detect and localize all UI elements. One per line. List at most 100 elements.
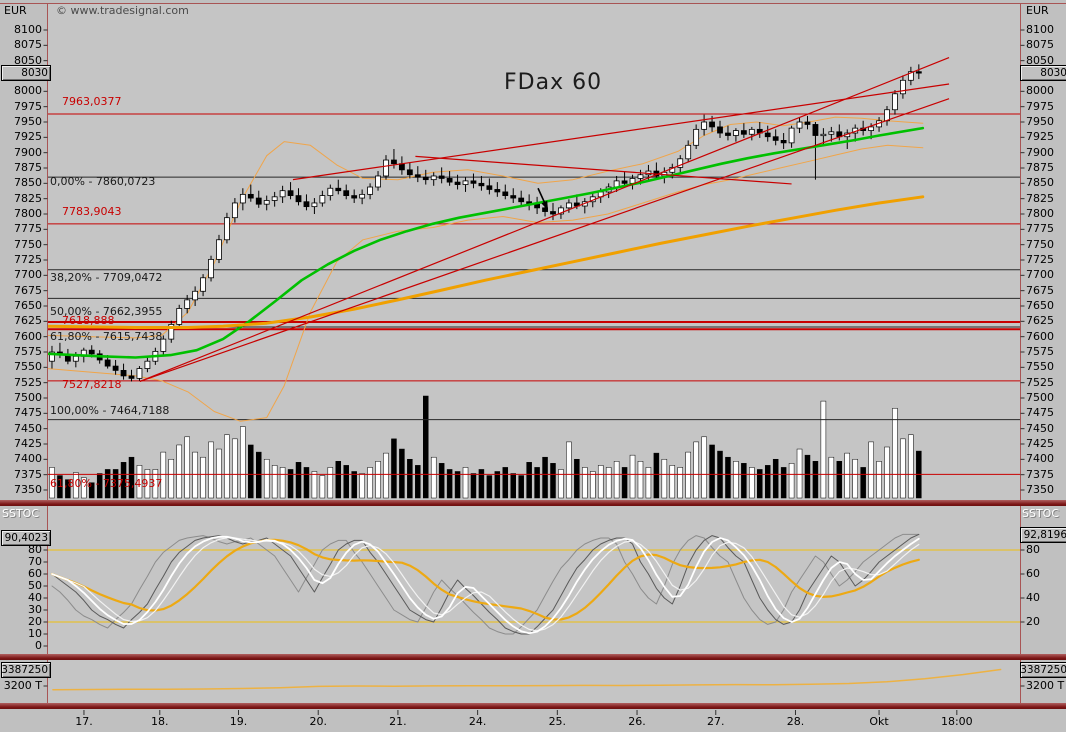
fib-level-label: 100,00% - 7464,7188 bbox=[50, 403, 170, 417]
price-axis-label-left: 7725 bbox=[14, 253, 42, 266]
price-axis-label-right: 7700 bbox=[1026, 268, 1054, 282]
panel-separator-sstoc-bottom[interactable] bbox=[0, 654, 1066, 660]
current-price-box-right: 8030 bbox=[1020, 65, 1066, 81]
price-axis-label-left: 7775 bbox=[14, 222, 42, 236]
price-axis-label-right: 8050 bbox=[1026, 53, 1054, 67]
volume-total-box-right: 3387250 bbox=[1020, 662, 1066, 678]
price-axis-label-right: 7625 bbox=[1026, 314, 1054, 328]
sstoc-axis-label-right: 40 bbox=[1026, 591, 1040, 604]
price-axis-label-right: 7400 bbox=[1026, 452, 1054, 466]
time-axis-label: 25. bbox=[548, 715, 567, 728]
price-level-label: 7783,9043 bbox=[62, 204, 122, 218]
price-axis-label-left: 7900 bbox=[14, 145, 42, 159]
price-plot-bg bbox=[48, 4, 1020, 500]
price-axis-label-left: 7525 bbox=[14, 375, 42, 389]
price-axis-label-right: 7575 bbox=[1026, 345, 1054, 358]
price-axis-label-left: 7600 bbox=[14, 329, 42, 343]
price-axis-label-left: 7575 bbox=[14, 345, 42, 358]
volume-scale-label-right: 3200 T bbox=[1026, 679, 1065, 692]
fib-level-label: 61,80% - 7375,4937 bbox=[50, 477, 163, 491]
time-axis-label: 27. bbox=[707, 715, 725, 728]
sstoc-axis-label-left: 50 bbox=[28, 579, 42, 592]
price-axis-label-left: 7400 bbox=[14, 452, 42, 466]
price-axis-label-right: 8000 bbox=[1026, 84, 1054, 98]
price-axis-label-right: 7350 bbox=[1026, 483, 1054, 496]
time-axis-label: 28. bbox=[786, 715, 805, 728]
sstoc-axis-label-left: 20 bbox=[28, 615, 42, 628]
price-axis-label-right: 7375 bbox=[1026, 467, 1054, 481]
price-axis-label-left: 7850 bbox=[14, 176, 42, 190]
price-axis-label-right: 8100 bbox=[1026, 23, 1054, 36]
time-axis-label: 20. bbox=[309, 715, 327, 728]
fib-level-label: 61,80% - 7615,7438 bbox=[50, 330, 163, 343]
sstoc-axis-label-left: 70 bbox=[28, 555, 42, 568]
time-axis-label: 17. bbox=[75, 715, 93, 728]
bottom-plot-bg bbox=[48, 660, 1020, 703]
price-axis-label-left: 7500 bbox=[14, 391, 42, 404]
price-level-label: 7963,0377 bbox=[62, 95, 122, 108]
price-axis-label-left: 8000 bbox=[14, 84, 42, 98]
fib-level-label: 50,00% - 7662,3955 bbox=[50, 305, 163, 319]
price-axis-label-right: 7975 bbox=[1026, 99, 1054, 113]
price-axis-label-right: 7450 bbox=[1026, 421, 1054, 435]
price-axis-label-right: 7425 bbox=[1026, 437, 1054, 450]
panel-separator-price-sstoc[interactable] bbox=[0, 500, 1066, 506]
price-axis-label-right: 7525 bbox=[1026, 375, 1054, 389]
price-axis-label-left: 7450 bbox=[14, 421, 42, 435]
price-axis-label-left: 7925 bbox=[14, 130, 42, 144]
price-axis-label-left: 7475 bbox=[14, 406, 42, 420]
price-axis-label-right: 7850 bbox=[1026, 176, 1054, 190]
price-axis-label-left: 7975 bbox=[14, 99, 42, 113]
time-axis-label: 18. bbox=[151, 715, 169, 728]
volume-scale-label-left: 3200 T bbox=[3, 679, 42, 692]
sstoc-caption-right: SSTOC bbox=[1022, 507, 1060, 520]
price-axis-label-right: 8075 bbox=[1026, 38, 1054, 52]
price-axis-label-right: 7925 bbox=[1026, 130, 1054, 144]
price-axis-label-right: 7650 bbox=[1026, 299, 1054, 312]
price-axis-label-left: 7800 bbox=[14, 207, 42, 220]
price-axis-label-left: 7750 bbox=[14, 237, 42, 251]
panel-separator-bottom-axis[interactable] bbox=[0, 703, 1066, 709]
price-axis-label-left: 7700 bbox=[14, 268, 42, 282]
sstoc-axis-label-left: 40 bbox=[28, 591, 42, 604]
bottom-panel-layer bbox=[52, 668, 1002, 691]
price-axis-label-left: 7350 bbox=[14, 483, 42, 496]
time-axis-label: Okt bbox=[869, 715, 889, 728]
sstoc-value-box-right: 92,8196 bbox=[1020, 527, 1066, 543]
copyright-notice: © www.tradesignal.com bbox=[56, 4, 189, 17]
price-axis-label-left: 7650 bbox=[14, 299, 42, 312]
price-axis-label-left: 7950 bbox=[14, 115, 42, 128]
price-axis-label-left: 7550 bbox=[14, 360, 42, 374]
price-axis-label-left: 7675 bbox=[14, 283, 42, 297]
price-axis-label-right: 7600 bbox=[1026, 329, 1054, 343]
price-axis-label-left: 8050 bbox=[14, 53, 42, 67]
time-axis-label: 19. bbox=[229, 715, 248, 728]
sstoc-value-box-left: 90,4023 bbox=[1, 530, 51, 546]
price-axis-label-left: 8075 bbox=[14, 38, 42, 52]
sstoc-panel-layer bbox=[48, 533, 1020, 635]
price-level-label: 7618,888 bbox=[62, 314, 115, 328]
sstoc-axis-label-left: 0 bbox=[35, 639, 42, 652]
sstoc-axis-label-left: 60 bbox=[28, 567, 42, 580]
price-axis-label-left: 8100 bbox=[14, 23, 42, 36]
sstoc-axis-label-left: 10 bbox=[28, 627, 42, 640]
price-axis-label-right: 7675 bbox=[1026, 283, 1054, 297]
price-axis-label-right: 7950 bbox=[1026, 115, 1054, 128]
time-axis-label: 26. bbox=[628, 715, 646, 728]
sstoc-caption-left: SSTOC bbox=[2, 507, 40, 520]
sstoc-axis-label-left: 80 bbox=[28, 543, 42, 556]
price-axis-label-left: 7425 bbox=[14, 437, 42, 450]
price-axis-label-right: 7775 bbox=[1026, 222, 1054, 236]
volume-total-box-left: 3387250 bbox=[1, 662, 51, 678]
time-axis-label: 21. bbox=[389, 715, 407, 728]
price-axis-label-right: 7800 bbox=[1026, 207, 1054, 220]
price-axis-label-left: 7375 bbox=[14, 467, 42, 481]
sstoc-axis-label-right: 60 bbox=[1026, 567, 1040, 580]
price-axis-label-right: 7875 bbox=[1026, 161, 1054, 174]
sstoc-axis-label-left: 30 bbox=[28, 603, 42, 616]
price-axis-label-right: 7475 bbox=[1026, 406, 1054, 420]
price-axis-label-right: 7900 bbox=[1026, 145, 1054, 159]
sstoc-axis-label-right: 20 bbox=[1026, 615, 1040, 628]
